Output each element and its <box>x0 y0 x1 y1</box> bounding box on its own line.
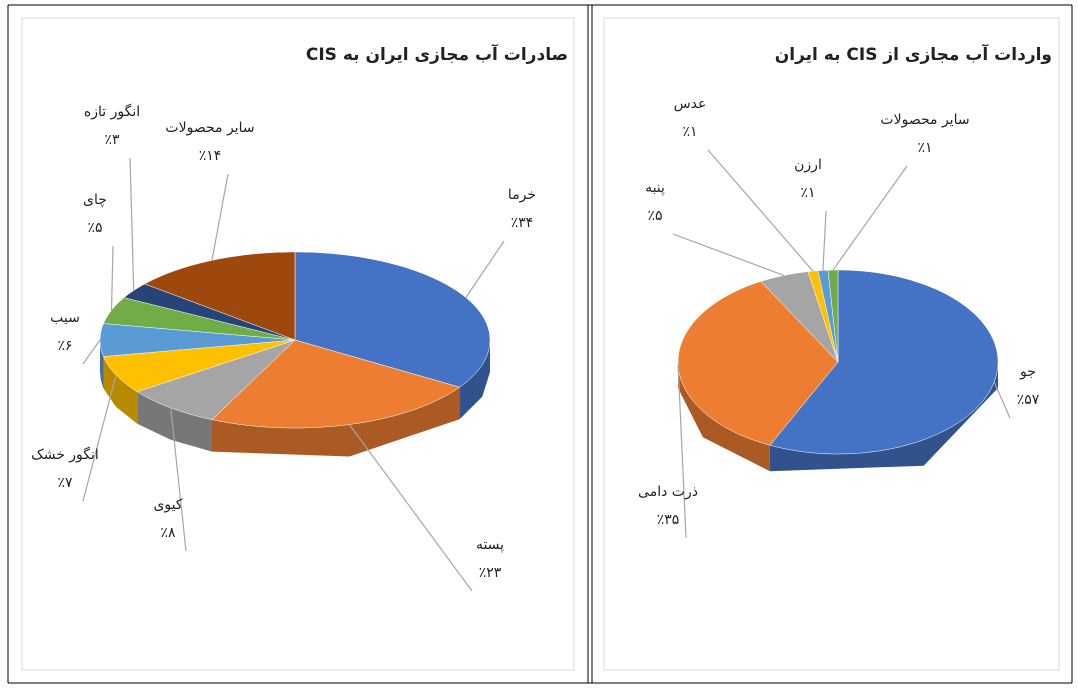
slice-label: خرما <box>508 187 536 203</box>
slice-label: چای <box>83 192 107 208</box>
value-label: ٪۳ <box>104 132 120 148</box>
leader-line <box>130 158 134 291</box>
slice-label: انگور تازه <box>84 103 140 120</box>
leader-line <box>212 174 228 260</box>
slice-label: سایر محصولات <box>165 120 254 136</box>
leader-line <box>83 340 100 364</box>
chart-sheet: صادرات آب مجازی ایران به CIS واردات آب م… <box>0 0 1078 688</box>
value-label: ٪۵ <box>647 208 662 224</box>
leader-line <box>349 425 472 591</box>
value-label: ٪۸ <box>160 525 176 541</box>
value-label: ٪۱ <box>800 185 815 201</box>
value-label: ٪۱ <box>917 140 932 156</box>
value-label: ٪۳۵ <box>657 512 680 528</box>
value-label: ٪۳۴ <box>511 215 534 231</box>
leader-line <box>994 382 1010 418</box>
leader-line <box>833 166 907 270</box>
value-label: ٪۱ <box>682 124 697 140</box>
slice-label: پسته <box>476 537 504 553</box>
slice-label: پنبه <box>645 180 665 196</box>
slice-label: سیب <box>50 310 80 326</box>
slice-label: کیوی <box>153 497 182 513</box>
value-label: ٪۱۴ <box>199 148 222 164</box>
slice-label: ذرت دامی <box>638 484 698 500</box>
leader-line <box>673 234 784 275</box>
page: صادرات آب مجازی ایران به CIS واردات آب م… <box>0 0 1078 688</box>
leader-line <box>112 246 113 310</box>
leader-line <box>466 241 504 298</box>
slice-label: سایر محصولات <box>880 112 969 128</box>
slice-label: جو <box>1019 364 1036 380</box>
value-label: ٪۷ <box>57 475 73 491</box>
slice-label: انگور خشک <box>31 446 99 463</box>
chart-title: واردات آب مجازی از CIS به ایران <box>775 43 1052 65</box>
leader-line <box>823 211 826 270</box>
value-label: ٪۲۳ <box>479 565 502 581</box>
slice-label: ارزن <box>794 157 822 173</box>
leader-line <box>83 375 116 501</box>
value-label: ٪۵ <box>87 220 102 236</box>
value-label: ٪۵۷ <box>1017 392 1040 408</box>
chart-title: صادرات آب مجازی ایران به CIS <box>306 43 568 65</box>
slice-label: عدس <box>674 96 707 112</box>
value-label: ٪۶ <box>57 338 72 354</box>
